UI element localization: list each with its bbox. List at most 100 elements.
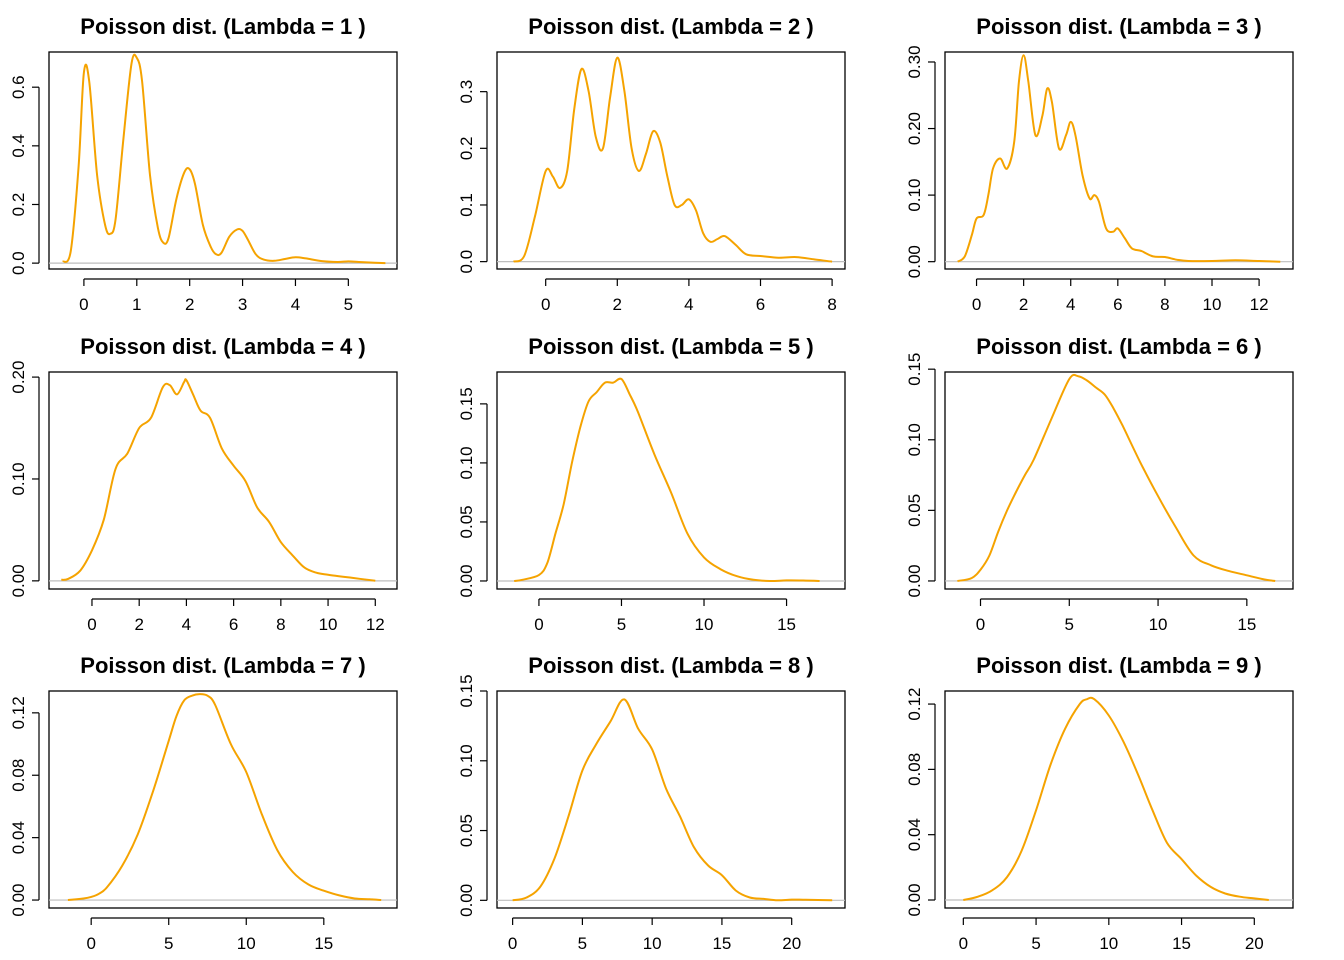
x-tick-label: 10 bbox=[1203, 295, 1222, 314]
density-curve-series-1 bbox=[957, 54, 1281, 263]
panel-title: Poisson dist. (Lambda = 7 ) bbox=[80, 653, 365, 678]
x-tick-label: 2 bbox=[613, 295, 622, 314]
x-tick-label: 4 bbox=[1066, 295, 1075, 314]
plot-frame bbox=[48, 690, 398, 909]
y-tick-label: 0.15 bbox=[457, 387, 476, 420]
y-tick-label: 0.00 bbox=[457, 884, 476, 917]
y-tick-label: 0.08 bbox=[905, 753, 924, 786]
x-tick-label: 5 bbox=[164, 934, 173, 953]
y-tick-label: 0.4 bbox=[9, 134, 28, 158]
x-tick-label: 0 bbox=[541, 295, 550, 314]
y-tick-label: 0.10 bbox=[905, 179, 924, 212]
y-tick-label: 0.15 bbox=[905, 353, 924, 386]
y-tick-label: 0.2 bbox=[9, 193, 28, 217]
panel-4: Poisson dist. (Lambda = 4 ) 0 2 4 6 8 10 12 0.00… bbox=[9, 334, 398, 634]
x-tick-label: 1 bbox=[132, 295, 141, 314]
y-tick-label: 0.12 bbox=[9, 696, 28, 729]
x-tick-label: 15 bbox=[777, 615, 796, 634]
x-tick-label: 0 bbox=[87, 615, 96, 634]
y-tick-label: 0.00 bbox=[905, 883, 924, 916]
x-tick-label: 0 bbox=[79, 295, 88, 314]
x-tick-label: 10 bbox=[1099, 934, 1118, 953]
x-tick-label: 8 bbox=[276, 615, 285, 634]
y-tick-label: 0.12 bbox=[905, 688, 924, 721]
x-tick-label: 15 bbox=[314, 934, 333, 953]
x-tick-label: 10 bbox=[237, 934, 256, 953]
y-tick-label: 0.00 bbox=[9, 564, 28, 597]
x-tick-label: 20 bbox=[782, 934, 801, 953]
plot-frame bbox=[496, 51, 846, 270]
y-tick-label: 0.15 bbox=[457, 674, 476, 707]
y-tick-label: 0.10 bbox=[9, 462, 28, 495]
plot-frame bbox=[496, 371, 846, 590]
panel-title: Poisson dist. (Lambda = 3 ) bbox=[976, 14, 1261, 39]
panel-8: Poisson dist. (Lambda = 8 ) 0 5 10 15 20 0.00 0… bbox=[457, 653, 846, 953]
panel-title: Poisson dist. (Lambda = 4 ) bbox=[80, 334, 365, 359]
x-tick-label: 0 bbox=[534, 615, 543, 634]
y-tick-label: 0.05 bbox=[457, 505, 476, 538]
panel-3: Poisson dist. (Lambda = 3 ) 0 2 4 6 8 10 12 0.00… bbox=[905, 14, 1294, 314]
y-tick-label: 0.6 bbox=[9, 75, 28, 99]
y-tick-label: 0.00 bbox=[9, 883, 28, 916]
panel-7: Poisson dist. (Lambda = 7 ) 0 5 10 15 0.00 0.0… bbox=[9, 653, 398, 953]
panel-title: Poisson dist. (Lambda = 5 ) bbox=[528, 334, 813, 359]
x-tick-label: 6 bbox=[756, 295, 765, 314]
y-tick-label: 0.20 bbox=[905, 112, 924, 145]
x-tick-label: 2 bbox=[185, 295, 194, 314]
x-tick-label: 20 bbox=[1245, 934, 1264, 953]
x-tick-label: 0 bbox=[86, 934, 95, 953]
x-tick-label: 5 bbox=[1065, 615, 1074, 634]
y-tick-label: 0.08 bbox=[9, 759, 28, 792]
x-tick-label: 4 bbox=[182, 615, 191, 634]
y-tick-label: 0.04 bbox=[905, 818, 924, 851]
x-tick-label: 2 bbox=[134, 615, 143, 634]
plot-frame bbox=[944, 51, 1294, 270]
x-tick-label: 10 bbox=[319, 615, 338, 634]
x-tick-label: 0 bbox=[508, 934, 517, 953]
x-tick-label: 15 bbox=[1237, 615, 1256, 634]
x-tick-label: 5 bbox=[344, 295, 353, 314]
y-tick-label: 0.3 bbox=[457, 80, 476, 104]
panel-title: Poisson dist. (Lambda = 8 ) bbox=[528, 653, 813, 678]
x-tick-label: 2 bbox=[1019, 295, 1028, 314]
x-tick-label: 8 bbox=[1160, 295, 1169, 314]
density-curve-series-1 bbox=[957, 373, 1276, 582]
x-tick-label: 6 bbox=[1113, 295, 1122, 314]
y-tick-label: 0.05 bbox=[905, 494, 924, 527]
x-tick-label: 8 bbox=[827, 295, 836, 314]
density-curve-series-1 bbox=[512, 698, 833, 902]
density-curve-series-1 bbox=[514, 377, 820, 583]
y-tick-label: 0.00 bbox=[905, 564, 924, 597]
density-curve-series-1 bbox=[963, 696, 1269, 901]
plot-frame bbox=[944, 371, 1294, 590]
x-tick-label: 12 bbox=[366, 615, 385, 634]
y-tick-label: 0.00 bbox=[457, 564, 476, 597]
panel-title: Poisson dist. (Lambda = 1 ) bbox=[80, 14, 365, 39]
x-tick-label: 5 bbox=[617, 615, 626, 634]
density-curve-series-1 bbox=[61, 378, 376, 582]
plot-frame bbox=[496, 690, 846, 909]
plot-frame bbox=[944, 690, 1294, 909]
x-tick-label: 12 bbox=[1250, 295, 1269, 314]
plot-frame bbox=[48, 51, 398, 270]
y-tick-label: 0.20 bbox=[9, 361, 28, 394]
panel-title: Poisson dist. (Lambda = 2 ) bbox=[528, 14, 813, 39]
y-tick-label: 0.04 bbox=[9, 821, 28, 854]
y-tick-label: 0.2 bbox=[457, 136, 476, 160]
x-tick-label: 15 bbox=[1172, 934, 1191, 953]
y-tick-label: 0.0 bbox=[9, 251, 28, 275]
x-tick-label: 4 bbox=[291, 295, 300, 314]
y-tick-label: 0.10 bbox=[457, 744, 476, 777]
panel-title: Poisson dist. (Lambda = 6 ) bbox=[976, 334, 1261, 359]
panel-6: Poisson dist. (Lambda = 6 ) 0 5 10 15 0.00 0.0… bbox=[905, 334, 1294, 634]
x-tick-label: 5 bbox=[1031, 934, 1040, 953]
y-tick-label: 0.1 bbox=[457, 193, 476, 217]
x-tick-label: 10 bbox=[643, 934, 662, 953]
density-curve-series-1 bbox=[67, 693, 382, 901]
panel-9: Poisson dist. (Lambda = 9 ) 0 5 10 15 20 0.00 0… bbox=[905, 653, 1294, 953]
panel-1: Poisson dist. (Lambda = 1 ) 0 1 2 3 4 5 0.0 0.2 0… bbox=[9, 14, 398, 314]
density-curve-series-1 bbox=[513, 56, 833, 263]
x-tick-label: 0 bbox=[976, 615, 985, 634]
panel-5: Poisson dist. (Lambda = 5 ) 0 5 10 15 0.00 0.0… bbox=[457, 334, 846, 634]
x-tick-label: 3 bbox=[238, 295, 247, 314]
